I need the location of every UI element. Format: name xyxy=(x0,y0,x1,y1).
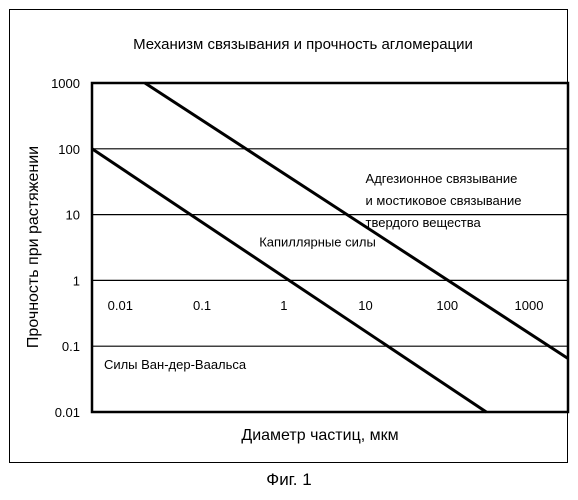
x-tick-label: 1000 xyxy=(515,298,544,313)
x-tick-label: 100 xyxy=(436,298,458,313)
y-tick-label: 10 xyxy=(66,208,80,223)
annotation-label: твердого вещества xyxy=(366,215,482,230)
annotation-label: и мостиковое связывание xyxy=(366,193,522,208)
annotation-label: Адгезионное связывание xyxy=(366,171,518,186)
annotations: Адгезионное связывание и мостиковое связы… xyxy=(104,171,522,372)
annotation-label: Капиллярные силы xyxy=(259,234,376,249)
y-axis-label: Прочность при растяжении xyxy=(25,146,42,348)
y-tick-label: 1000 xyxy=(51,76,80,91)
series-line xyxy=(145,83,568,359)
y-tick-label: 100 xyxy=(58,142,80,157)
x-tick-label: 0.1 xyxy=(193,298,211,313)
chart: Механизм связывания и прочность агломера… xyxy=(0,0,578,470)
figure-caption: Фиг. 1 xyxy=(0,470,578,490)
x-tick-label: 0.01 xyxy=(108,298,133,313)
x-tick-label: 1 xyxy=(280,298,287,313)
y-tick-label: 0.01 xyxy=(55,405,80,420)
x-tick-label: 10 xyxy=(358,298,372,313)
annotation-label: Силы Ван-дер-Ваальса xyxy=(104,357,247,372)
y-tick-label: 0.1 xyxy=(62,339,80,354)
x-axis-label: Диаметр частиц, мкм xyxy=(241,427,398,444)
y-tick-label: 1 xyxy=(73,273,80,288)
chart-title: Механизм связывания и прочность агломера… xyxy=(133,36,473,53)
